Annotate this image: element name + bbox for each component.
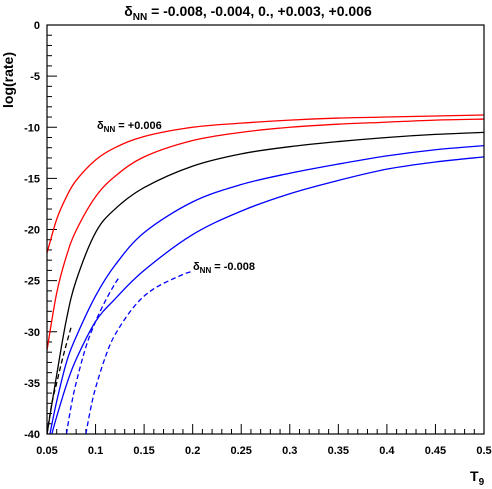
- series-line-0: [47, 114, 484, 254]
- x-tick-label: 0.1: [88, 445, 103, 457]
- x-axis-title-sub: 9: [479, 477, 485, 488]
- tick-labels: 0.05 0.1 0.15 0.2 0.25 0.3 0.35 0.4 0.45 0.5 0 -5 -1…: [24, 20, 492, 457]
- annotation-plus-rest: = +0.006: [115, 120, 162, 132]
- chart-title-sub: NN: [133, 12, 147, 23]
- axis-ticks: [46, 24, 485, 435]
- annotation-minus-0008: δNN = -0.008: [193, 261, 255, 275]
- x-tick-label: 0.3: [282, 445, 297, 457]
- series-line-3: [47, 326, 72, 434]
- annotation-plus-0006: δNN = +0.006: [97, 120, 162, 134]
- x-tick-label: 0.45: [425, 445, 446, 457]
- annotation-minus-rest: = -0.008: [211, 261, 255, 273]
- y-tick-label: -30: [24, 327, 40, 339]
- x-tick-label: 0.25: [231, 445, 252, 457]
- x-axis-title: T9: [470, 468, 485, 488]
- chart-title: δNN = -0.008, -0.004, 0., +0.003, +0.006: [124, 3, 372, 23]
- series-line-6: [51, 156, 484, 434]
- x-tick-label: 0.05: [36, 445, 57, 457]
- chart-title-rest: = -0.008, -0.004, 0., +0.003, +0.006: [147, 3, 372, 19]
- series-line-1: [47, 118, 484, 351]
- x-axis-title-main: T: [470, 468, 479, 484]
- x-tick-label: 0.15: [133, 445, 154, 457]
- plot-frame: [46, 24, 485, 435]
- annotation-plus-delta: δ: [97, 120, 104, 132]
- series-line-4: [49, 145, 484, 434]
- annotation-plus-sub: NN: [104, 125, 116, 134]
- annotation-minus-sub: NN: [200, 266, 212, 275]
- y-tick-label: -10: [24, 122, 40, 134]
- y-tick-label: -5: [30, 71, 40, 83]
- series-lines: [47, 114, 484, 434]
- y-tick-label: -40: [24, 429, 40, 441]
- x-tick-label: 0.5: [476, 445, 491, 457]
- series-line-7: [85, 270, 193, 434]
- y-tick-label: -35: [24, 378, 40, 390]
- x-tick-label: 0.35: [328, 445, 349, 457]
- x-tick-label: 0.2: [185, 445, 200, 457]
- y-tick-label: -15: [24, 173, 40, 185]
- y-tick-label: -20: [24, 225, 40, 237]
- x-tick-label: 0.4: [379, 445, 395, 457]
- series-line-2: [47, 131, 484, 434]
- y-tick-label: 0: [34, 20, 40, 32]
- chart-title-delta: δ: [124, 3, 133, 19]
- annotation-minus-delta: δ: [193, 261, 200, 273]
- y-axis-title: log(rate): [0, 52, 16, 108]
- y-tick-label: -25: [24, 276, 40, 288]
